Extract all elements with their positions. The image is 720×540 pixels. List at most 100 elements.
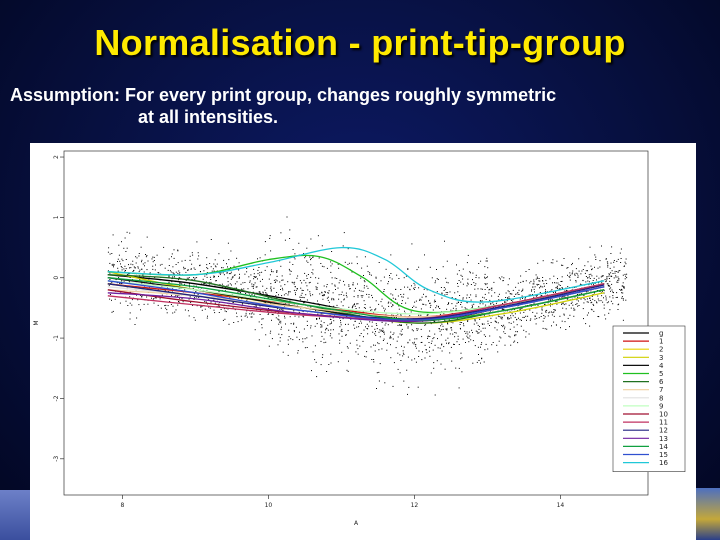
legend-label-7: 7 bbox=[659, 386, 663, 394]
scatter-point bbox=[376, 282, 377, 284]
scatter-point bbox=[210, 239, 212, 240]
scatter-point bbox=[513, 309, 515, 311]
scatter-point bbox=[623, 286, 625, 288]
scatter-point bbox=[282, 289, 284, 291]
scatter-point bbox=[196, 241, 198, 243]
scatter-point bbox=[252, 287, 254, 289]
scatter-point bbox=[484, 266, 486, 268]
scatter-point bbox=[375, 300, 377, 302]
scatter-point bbox=[547, 315, 549, 317]
scatter-point bbox=[298, 311, 300, 313]
scatter-point bbox=[250, 274, 252, 276]
scatter-point bbox=[188, 278, 190, 280]
scatter-point bbox=[485, 335, 486, 337]
scatter-point bbox=[227, 242, 229, 244]
scatter-point bbox=[232, 301, 234, 303]
scatter-point bbox=[508, 291, 510, 293]
scatter-point bbox=[574, 296, 576, 298]
scatter-point bbox=[495, 317, 497, 319]
scatter-point bbox=[194, 319, 196, 321]
scatter-point bbox=[363, 300, 365, 302]
scatter-point bbox=[111, 299, 112, 301]
scatter-point bbox=[290, 338, 292, 340]
scatter-point bbox=[616, 271, 618, 272]
loess-curve-15 bbox=[107, 280, 605, 321]
scatter-point bbox=[536, 317, 538, 319]
scatter-point bbox=[571, 272, 573, 274]
scatter-point bbox=[324, 291, 326, 292]
scatter-point bbox=[441, 344, 443, 346]
scatter-point bbox=[484, 289, 486, 290]
scatter-point bbox=[213, 275, 215, 277]
scatter-point bbox=[602, 290, 603, 292]
scatter-point bbox=[129, 273, 131, 275]
scatter-point bbox=[501, 308, 503, 310]
scatter-point bbox=[465, 332, 467, 334]
scatter-point bbox=[308, 282, 310, 284]
scatter-point bbox=[506, 300, 508, 302]
scatter-point bbox=[269, 274, 271, 276]
scatter-point bbox=[113, 266, 114, 268]
scatter-point bbox=[625, 299, 627, 301]
scatter-point bbox=[552, 292, 554, 293]
scatter-point bbox=[608, 312, 610, 314]
scatter-point bbox=[310, 259, 311, 261]
y-tick-label: -2 bbox=[53, 395, 60, 401]
scatter-point bbox=[136, 294, 137, 296]
scatter-point bbox=[620, 258, 622, 259]
scatter-point bbox=[561, 287, 563, 289]
scatter-point bbox=[141, 261, 142, 263]
scatter-point bbox=[262, 278, 263, 280]
scatter-point bbox=[115, 279, 117, 281]
scatter-point bbox=[539, 292, 541, 293]
scatter-point bbox=[562, 294, 564, 296]
scatter-point bbox=[508, 278, 510, 280]
scatter-point bbox=[407, 326, 409, 328]
scatter-point bbox=[603, 290, 605, 292]
scatter-point bbox=[508, 335, 510, 337]
scatter-point bbox=[200, 306, 202, 308]
scatter-point bbox=[504, 328, 505, 330]
scatter-point bbox=[289, 261, 291, 263]
scatter-point bbox=[328, 292, 330, 294]
scatter-point bbox=[206, 257, 208, 259]
scatter-point bbox=[112, 263, 114, 265]
scatter-point bbox=[356, 263, 358, 265]
scatter-point bbox=[473, 282, 475, 284]
scatter-point bbox=[418, 350, 420, 352]
scatter-point bbox=[501, 299, 503, 300]
scatter-point bbox=[112, 310, 114, 312]
scatter-point bbox=[471, 329, 473, 331]
scatter-point bbox=[321, 294, 323, 296]
scatter-point bbox=[340, 324, 342, 326]
scatter-point bbox=[152, 261, 154, 263]
scatter-point bbox=[389, 275, 390, 276]
scatter-point bbox=[550, 262, 552, 264]
scatter-point bbox=[178, 294, 180, 296]
scatter-point bbox=[458, 280, 460, 281]
scatter-point bbox=[609, 285, 611, 287]
scatter-point bbox=[572, 270, 574, 272]
scatter-point bbox=[593, 283, 594, 285]
scatter-point bbox=[492, 306, 494, 308]
scatter-point bbox=[518, 289, 520, 291]
scatter-point bbox=[187, 310, 189, 312]
scatter-point bbox=[503, 304, 505, 306]
scatter-point bbox=[179, 282, 181, 284]
scatter-point bbox=[483, 315, 485, 317]
scatter-point bbox=[467, 278, 469, 280]
scatter-point bbox=[612, 291, 614, 293]
slide-title: Normalisation - print-tip-group bbox=[94, 22, 626, 63]
scatter-point bbox=[328, 301, 330, 303]
scatter-point bbox=[418, 287, 420, 289]
scatter-point bbox=[533, 296, 535, 298]
scatter-point bbox=[439, 347, 441, 349]
scatter-point bbox=[302, 296, 304, 298]
scatter-point bbox=[373, 359, 375, 360]
scatter-point bbox=[567, 286, 569, 288]
scatter-point bbox=[392, 297, 394, 299]
scatter-point bbox=[371, 325, 373, 327]
scatter-point bbox=[340, 320, 341, 322]
scatter-point bbox=[287, 281, 289, 283]
scatter-point bbox=[463, 325, 465, 327]
